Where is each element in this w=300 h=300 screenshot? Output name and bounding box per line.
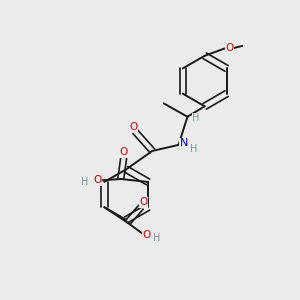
Text: H: H <box>153 232 160 242</box>
Text: H: H <box>192 113 200 123</box>
Text: H: H <box>81 177 88 187</box>
Text: O: O <box>143 230 151 240</box>
Text: O: O <box>93 176 102 185</box>
Text: O: O <box>139 197 147 208</box>
Text: O: O <box>225 43 233 53</box>
Text: O: O <box>130 122 138 132</box>
Text: O: O <box>120 147 128 157</box>
Text: N: N <box>180 139 188 148</box>
Text: H: H <box>190 144 197 154</box>
